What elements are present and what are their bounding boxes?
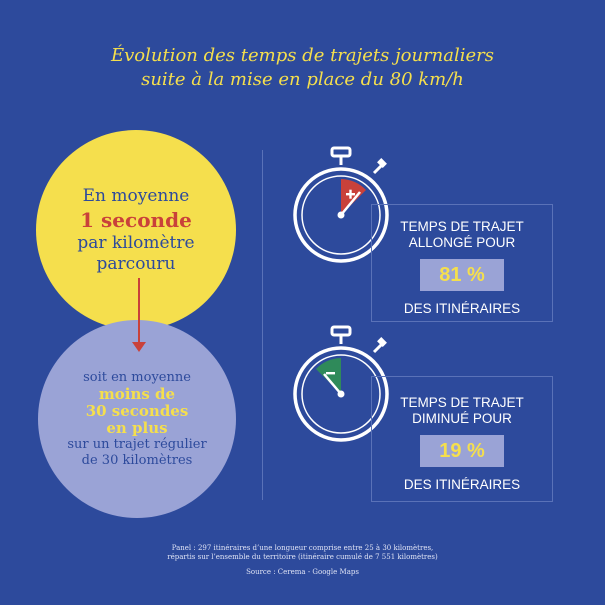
panel-subtitle: DES ITINÉRAIRES (403, 301, 521, 316)
panel-subtitle: DES ITINÉRAIRES (403, 477, 521, 492)
vertical-divider (262, 150, 263, 500)
panel-label: TEMPS DE TRAJET DIMINUÉ POUR (372, 395, 552, 427)
stopwatch-icon (286, 324, 396, 444)
minus-icon (326, 372, 335, 375)
footnote-line-2: répartis sur l’ensemble du territoire (i… (167, 553, 438, 561)
panel-label: TEMPS DE TRAJET ALLONGÉ POUR (372, 219, 552, 251)
panel-label-line-2: ALLONGÉ POUR (408, 235, 516, 250)
footnote-source: Source : Cerema - Google Maps (246, 568, 359, 576)
footnote: Panel : 297 itinéraires d’une longueur c… (0, 544, 605, 577)
page-title: Évolution des temps de trajets journalie… (0, 44, 605, 92)
blue-line-1: soit en moyenne (83, 369, 191, 385)
yellow-line-2: par kilomètre (77, 232, 195, 253)
blue-circle: soit en moyenne moins de 30 secondes en … (38, 320, 236, 518)
percent-badge: 81 % (420, 259, 504, 291)
yellow-highlight: 1 seconde (80, 207, 192, 232)
blue-highlight-2: 30 secondes (85, 401, 189, 420)
blue-highlight-3: en plus (106, 418, 168, 437)
stat-panel-increased: TEMPS DE TRAJET ALLONGÉ POUR 81 % DES IT… (371, 204, 553, 322)
blue-highlight-1: moins de (98, 384, 176, 403)
stat-panel-decreased: TEMPS DE TRAJET DIMINUÉ POUR 19 % DES IT… (371, 376, 553, 502)
arrow-line (138, 278, 140, 348)
yellow-line-3: parcouru (96, 253, 176, 274)
title-line-2: suite à la mise en place du 80 km/h (141, 69, 464, 90)
stopwatch-icon (286, 145, 396, 265)
panel-label-line-2: DIMINUÉ POUR (412, 411, 512, 426)
arrow-down-icon (132, 342, 146, 352)
blue-line-3: de 30 kilomètres (81, 452, 193, 468)
plus-icon (346, 189, 355, 199)
footnote-line-1: Panel : 297 itinéraires d’une longueur c… (171, 544, 434, 552)
title-line-1: Évolution des temps de trajets journalie… (110, 45, 495, 66)
percent-badge: 19 % (420, 435, 504, 467)
yellow-line-1: En moyenne (82, 185, 190, 206)
panel-label-line-1: TEMPS DE TRAJET (400, 219, 524, 234)
yellow-circle: En moyenne 1 seconde par kilomètre parco… (36, 130, 236, 330)
panel-label-line-1: TEMPS DE TRAJET (400, 395, 524, 410)
blue-line-2: sur un trajet régulier (67, 436, 207, 452)
